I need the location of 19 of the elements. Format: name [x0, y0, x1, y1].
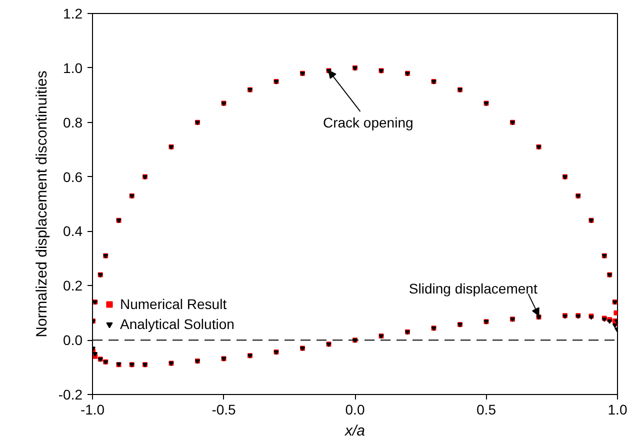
x-tick-label: -1.0	[80, 402, 105, 418]
y-tick-label: 1.2	[63, 6, 83, 22]
x-axis-title: x/a	[344, 422, 366, 440]
y-tick-label: 1.0	[63, 60, 83, 76]
y-tick-label: 0.6	[63, 168, 83, 185]
annotation: Sliding displacement	[408, 280, 538, 296]
y-tick-label: 0.4	[63, 223, 83, 240]
y-tick-label: 0.0	[63, 332, 83, 348]
x-tick-label: 0.5	[476, 402, 496, 418]
x-tick-label: 0.0	[345, 402, 365, 418]
y-tick-label: 0.2	[63, 278, 83, 294]
y-tick-label: -0.2	[58, 386, 83, 402]
legend-label: Analytical Solution	[120, 316, 234, 332]
y-axis-title: Normalized displacement discontinuities	[33, 70, 50, 338]
x-tick-label: -0.5	[212, 402, 236, 418]
y-tick-label: 0.8	[63, 114, 83, 130]
x-tick-label: 1.0	[608, 402, 628, 418]
annotation: Crack opening	[322, 114, 414, 130]
legend-label: Numerical Result	[120, 296, 227, 312]
